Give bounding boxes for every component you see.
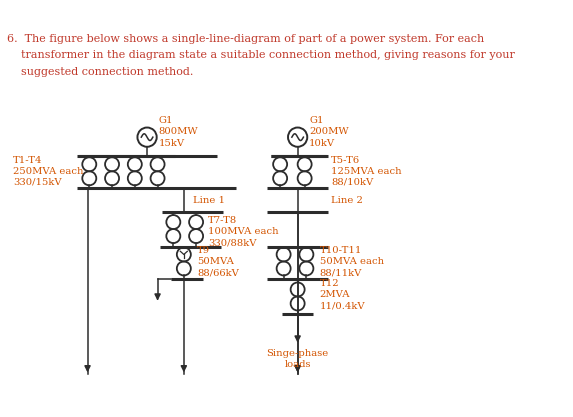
Text: T9
50MVA
88/66kV: T9 50MVA 88/66kV [197,246,239,277]
Text: T5-T6
125MVA each
88/10kV: T5-T6 125MVA each 88/10kV [331,156,402,187]
Text: Singe-phase
loads: Singe-phase loads [266,349,329,369]
Text: T12
2MVA
11/0.4kV: T12 2MVA 11/0.4kV [320,279,365,310]
Text: T7-T8
100MVA each
330/88kV: T7-T8 100MVA each 330/88kV [209,216,279,247]
Text: T1-T4
250MVA each
330/15kV: T1-T4 250MVA each 330/15kV [13,156,84,187]
Text: G1
200MW
10kV: G1 200MW 10kV [309,116,348,148]
Text: Line 1: Line 1 [193,196,225,206]
Text: 6.  The figure below shows a single-line-diagram of part of a power system. For : 6. The figure below shows a single-line-… [7,34,515,77]
Text: T10-T11
50MVA each
88/11kV: T10-T11 50MVA each 88/11kV [320,246,384,277]
Text: Line 2: Line 2 [331,196,363,206]
Text: G1
800MW
15kV: G1 800MW 15kV [159,116,198,148]
